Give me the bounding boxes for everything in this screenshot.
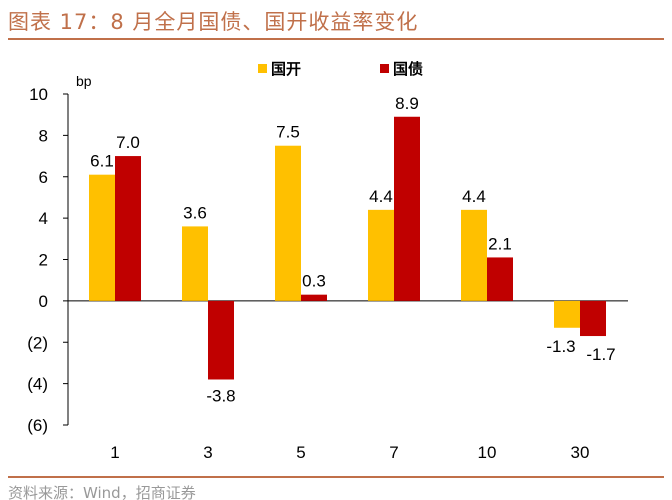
bar-guozhai [487,257,513,301]
data-label: -3.8 [206,386,235,405]
data-label: 7.0 [116,133,140,152]
legend-swatch [258,64,267,73]
y-tick-label: 2 [39,251,48,270]
data-label: 4.4 [462,187,486,206]
bar-guozhai [115,156,141,301]
data-label: -1.3 [546,337,575,356]
y-tick-label: 0 [39,292,48,311]
data-label: 3.6 [183,203,207,222]
legend-label: 国债 [393,60,423,78]
y-tick-label: 6 [39,168,48,187]
legend-label: 国开 [271,61,301,78]
x-tick-label: 3 [203,443,212,462]
bar-guozhai [208,300,234,380]
bar-guozhai [394,116,420,301]
bar-guokai [461,209,487,301]
y-axis-unit: bp [76,73,92,89]
x-tick-label: 1 [110,443,119,462]
bar-chart: 10 8 6 4 2 0 (2) (4) (6) bp 1 6.17.0 3 3.6 -3.8 5 7.5 0.3… [27,60,628,462]
bar-guokai [368,209,394,301]
data-label: 8.9 [395,94,419,113]
y-tick-label: 8 [39,126,48,145]
data-label: -1.7 [586,345,615,364]
x-tick-label: 30 [571,443,590,462]
bar-guokai [182,226,208,301]
figure-title: 图表 17：8 月全月国债、国开收益率变化 [8,10,419,34]
bar-guokai [554,300,580,328]
bar-guozhai [580,300,606,337]
footer-divider [8,476,664,478]
x-tick-label: 10 [478,443,497,462]
x-tick-label: 5 [296,443,305,462]
data-label: 4.4 [369,187,393,206]
y-tick-label: (4) [27,375,48,394]
y-tick-label: 10 [29,85,48,104]
y-tick-label: 4 [39,209,48,228]
y-tick-label: (2) [27,333,48,352]
title-divider [8,38,664,40]
bar-guokai [275,145,301,301]
legend-swatch [380,64,389,73]
data-label: 0.3 [302,272,326,291]
data-label: 2.1 [488,234,512,253]
bar-guokai [89,174,115,301]
source-note: 资料来源：Wind，招商证券 [8,484,196,500]
data-label: 7.5 [276,123,300,142]
data-label: 6.1 [90,152,114,171]
y-tick-label: (6) [27,416,48,435]
x-tick-label: 7 [389,443,398,462]
bar-guozhai [301,294,327,301]
